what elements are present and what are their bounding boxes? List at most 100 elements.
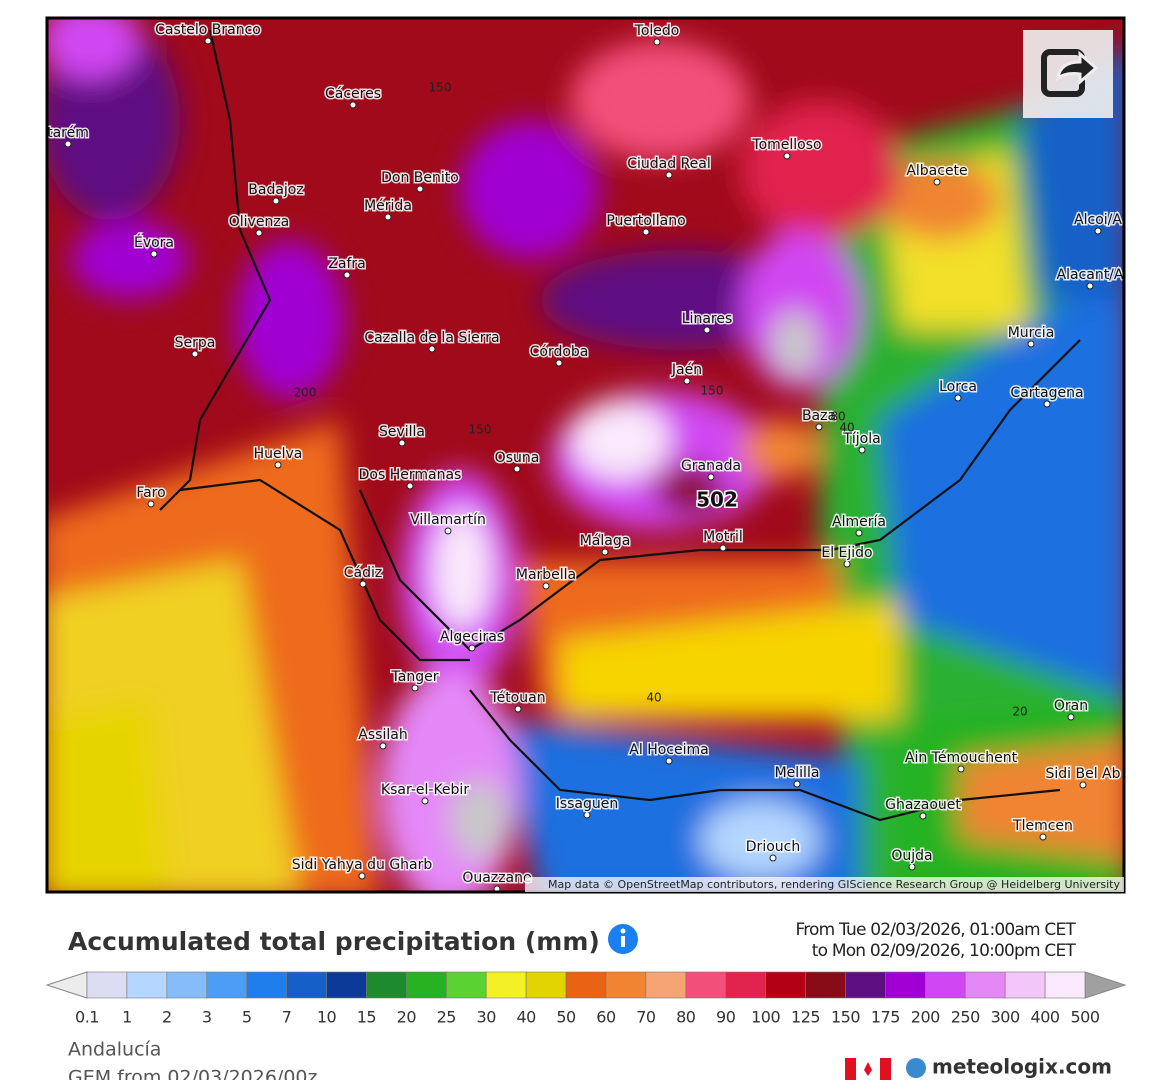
contour-label: 150 bbox=[429, 81, 452, 95]
legend-value: 60 bbox=[596, 1008, 616, 1027]
place-label: Tanger bbox=[391, 669, 439, 685]
place-label: El Ejido bbox=[821, 545, 872, 561]
legend-value: 25 bbox=[437, 1008, 456, 1027]
place-dot bbox=[359, 580, 367, 588]
legend-swatch bbox=[565, 971, 607, 999]
place-label: Villamartín bbox=[410, 512, 486, 528]
title: Accumulated total precipitation (mm) bbox=[68, 927, 600, 956]
legend-value: 250 bbox=[951, 1008, 980, 1027]
place-label: Algeciras bbox=[440, 629, 504, 645]
legend-value: 30 bbox=[477, 1008, 497, 1027]
legend-swatch bbox=[964, 971, 1006, 999]
legend-value: 90 bbox=[716, 1008, 736, 1027]
place-label: Córdoba bbox=[530, 344, 589, 360]
place-label: Cartagena bbox=[1010, 385, 1083, 401]
place-dot bbox=[349, 101, 357, 109]
legend-value: 150 bbox=[831, 1008, 860, 1027]
place-dot bbox=[703, 326, 711, 334]
place-dot bbox=[843, 560, 851, 568]
place-label: Alacant/A bbox=[1057, 267, 1124, 283]
place-dot bbox=[147, 500, 155, 508]
legend-arrow-left bbox=[45, 971, 88, 999]
place-dot bbox=[933, 178, 941, 186]
place-label: Issaguen bbox=[556, 796, 619, 812]
place-dot bbox=[919, 812, 927, 820]
place-label: Ciudad Real bbox=[627, 156, 711, 172]
legend-swatch bbox=[485, 971, 527, 999]
legend-swatch bbox=[206, 971, 247, 999]
legend-value: 50 bbox=[556, 1008, 576, 1027]
place-dot bbox=[601, 548, 609, 556]
place-dot bbox=[769, 854, 777, 862]
place-label: Toledo bbox=[634, 23, 680, 39]
place-label: Zafra bbox=[328, 256, 365, 272]
legend-swatch bbox=[1004, 971, 1046, 999]
info-icon[interactable] bbox=[608, 924, 638, 954]
place-label: Assilah bbox=[358, 727, 407, 743]
legend-swatch bbox=[805, 971, 846, 999]
place-label: Motril bbox=[703, 529, 743, 545]
place-label: Jaén bbox=[671, 362, 702, 378]
legend-swatch bbox=[885, 971, 926, 999]
place-label: Oran bbox=[1054, 698, 1088, 714]
legend-value: 0.1 bbox=[75, 1008, 99, 1027]
legend-value: 5 bbox=[242, 1008, 252, 1027]
legend-swatch bbox=[525, 971, 567, 999]
legend-value: 200 bbox=[911, 1008, 940, 1027]
place-dot bbox=[493, 885, 501, 892]
max-value: 502 bbox=[696, 488, 738, 512]
place-dot bbox=[411, 684, 419, 692]
place-label: Oujda bbox=[891, 848, 932, 864]
legend-value: 125 bbox=[791, 1008, 820, 1027]
precipitation-map: Castelo Branco Toledo Cáceres tarém Ciudad R… bbox=[47, 18, 1124, 892]
place-dot bbox=[683, 377, 691, 385]
place-label: Alcoi/A bbox=[1074, 212, 1122, 228]
place-dot bbox=[783, 152, 791, 160]
legend-value: 500 bbox=[1070, 1008, 1099, 1027]
place-dot bbox=[1067, 713, 1075, 721]
place-dot bbox=[358, 872, 366, 880]
legend-value: 400 bbox=[1031, 1008, 1060, 1027]
place-label: Tomelloso bbox=[751, 137, 821, 153]
place-dot bbox=[379, 742, 387, 750]
place-dot bbox=[665, 171, 673, 179]
region: Andalucía bbox=[68, 1039, 161, 1061]
legend-swatch bbox=[246, 971, 287, 999]
contour-label: 40 bbox=[839, 421, 854, 435]
place-dot bbox=[642, 228, 650, 236]
place-label: Driouch bbox=[746, 839, 800, 855]
place-dot bbox=[416, 185, 424, 193]
legend-swatch bbox=[166, 971, 208, 999]
place-label: Murcia bbox=[1008, 325, 1055, 341]
place-dot bbox=[957, 765, 965, 773]
place-dot bbox=[406, 482, 414, 490]
legend-value: 80 bbox=[676, 1008, 696, 1027]
place-dot bbox=[954, 394, 962, 402]
place-dot bbox=[719, 544, 727, 552]
place-dot bbox=[1094, 227, 1102, 235]
legend-value: 2 bbox=[162, 1008, 172, 1027]
place-label: Sidi Yahya du Gharb bbox=[292, 857, 433, 873]
legend-swatch bbox=[286, 971, 327, 999]
legend-swatch bbox=[725, 971, 766, 999]
place-dot bbox=[1086, 282, 1094, 290]
place-dot bbox=[513, 465, 521, 473]
legend-value: 40 bbox=[516, 1008, 536, 1027]
place-dot bbox=[583, 811, 591, 819]
legend-swatch bbox=[86, 971, 128, 999]
place-label: Ksar-el-Kebir bbox=[381, 782, 469, 798]
legend-swatch bbox=[685, 971, 727, 999]
place-label: Ghazaouet bbox=[885, 797, 961, 813]
place-label: tarém bbox=[47, 125, 89, 141]
attribution: Map data © OpenStreetMap contributors, r… bbox=[548, 878, 1120, 891]
place-dot bbox=[665, 757, 673, 765]
share-button[interactable] bbox=[1023, 30, 1113, 118]
legend-swatch bbox=[645, 971, 687, 999]
legend-value: 175 bbox=[871, 1008, 900, 1027]
place-label: Ain Témouchent bbox=[905, 750, 1018, 766]
place-dot bbox=[1079, 781, 1087, 789]
legend-swatch bbox=[366, 971, 407, 999]
place-label: Don Benito bbox=[381, 170, 459, 186]
place-dot bbox=[908, 863, 916, 871]
